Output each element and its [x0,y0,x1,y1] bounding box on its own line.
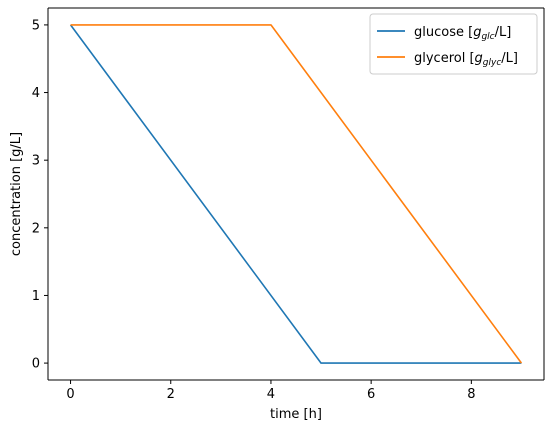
x-tick-label: 6 [367,387,375,402]
x-axis-ticks: 0 2 4 6 8 [66,380,475,402]
y-tick-label: 4 [32,86,40,101]
legend: glucose [gglc​/L] glycerol [gglyc​/L] [369,13,538,75]
y-tick-label: 1 [32,289,40,304]
x-axis-label: time [h] [270,407,322,422]
y-axis-label: concentration [g/L] [9,132,24,256]
axes-frame [47,7,545,381]
y-axis-ticks: 0 1 2 3 4 5 [32,18,48,372]
x-tick-label: 4 [267,387,275,402]
x-tick-label: 2 [167,387,175,402]
y-tick-label: 0 [32,357,40,372]
series-layer [69,24,523,364]
legend-entry-glycerol: glycerol [gglyc​/L] [414,51,518,68]
y-tick-label: 5 [32,18,40,33]
x-tick-label: 0 [66,387,74,402]
series-line-glucose [69,24,522,364]
legend-box [369,13,538,75]
y-tick-label: 2 [32,221,40,236]
series-line-glycerol [70,24,523,364]
x-tick-label: 8 [467,387,475,402]
legend-entry-glucose: glucose [gglc​/L] [414,25,511,42]
y-tick-label: 3 [32,154,40,169]
